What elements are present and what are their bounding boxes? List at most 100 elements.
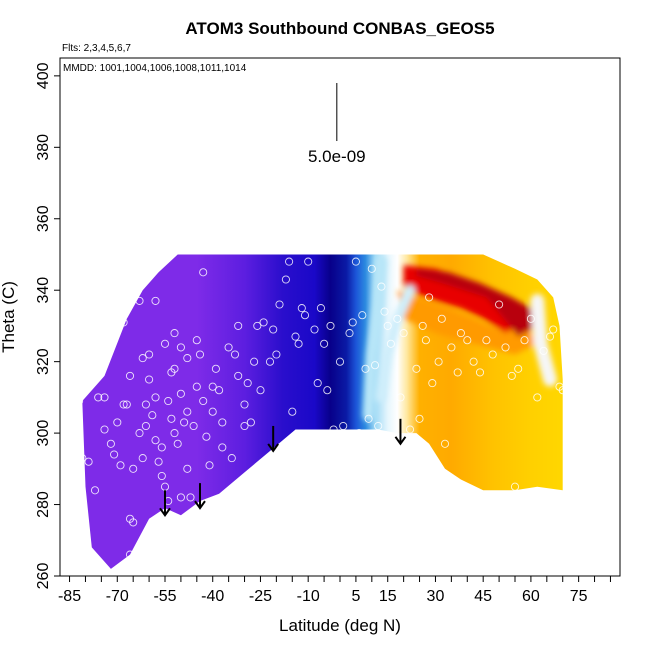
observation-point	[495, 300, 504, 309]
observation-point	[269, 325, 278, 334]
observation-point	[186, 493, 195, 502]
observation-point	[272, 350, 281, 359]
x-tick-label: -10	[297, 588, 320, 605]
observation-point	[281, 275, 290, 284]
observation-point	[208, 407, 217, 416]
observation-point	[304, 257, 313, 266]
observation-point	[119, 318, 128, 327]
observation-point	[230, 350, 240, 359]
observation-point	[151, 393, 160, 402]
observation-point	[119, 400, 128, 409]
observation-point	[100, 393, 109, 402]
observation-point	[100, 425, 109, 434]
x-tick-label: -25	[249, 588, 272, 605]
observation-point	[183, 464, 192, 473]
flights-label: Flts: 2,3,4,5,6,7	[62, 43, 131, 54]
observation-point	[297, 304, 306, 313]
observation-point	[421, 336, 430, 345]
observation-point	[122, 400, 131, 409]
observation-point	[351, 257, 360, 266]
observation-point	[208, 382, 217, 391]
observation-point	[316, 304, 325, 313]
observation-point	[151, 296, 160, 305]
observation-point	[320, 339, 329, 348]
observation-point	[68, 454, 77, 463]
dark-red-core	[416, 268, 538, 337]
observation-point	[501, 343, 510, 352]
observation-point	[224, 343, 233, 352]
observation-point	[234, 371, 243, 380]
observation-point	[218, 443, 227, 452]
observation-point	[192, 382, 201, 391]
observation-point	[294, 339, 303, 348]
y-tick-label: 300	[35, 420, 52, 447]
observation-point	[469, 357, 478, 366]
observation-point	[488, 350, 497, 359]
observation-point	[110, 450, 119, 459]
observation-point	[157, 443, 166, 452]
observation-point	[440, 439, 450, 448]
observation-point	[173, 439, 182, 448]
observation-point	[393, 314, 402, 323]
scale-bar: 5.0e-09	[308, 83, 366, 166]
observation-point	[195, 350, 205, 359]
light-streak-2	[530, 293, 557, 387]
observation-point	[135, 296, 144, 305]
observation-point	[75, 396, 84, 406]
observation-point	[380, 307, 389, 316]
observation-point	[129, 518, 138, 527]
observation-point	[329, 425, 338, 434]
observation-point	[215, 386, 224, 395]
y-tick-label: 400	[35, 62, 52, 89]
observation-point	[507, 371, 516, 380]
observation-point	[482, 336, 491, 345]
observation-point	[138, 354, 147, 363]
observation-point	[176, 493, 185, 502]
observation-point	[348, 318, 357, 327]
observation-point	[141, 400, 150, 409]
x-axis: -85 -70 -55 -40 -25 -10 5 15 30 45 60 75	[58, 575, 611, 605]
observation-point	[358, 311, 367, 320]
arrow-markers	[159, 418, 407, 517]
observation-point	[113, 418, 122, 427]
arrow-marker	[394, 418, 407, 446]
observation-point	[265, 357, 275, 366]
x-tick-label: 75	[570, 588, 588, 605]
observation-point	[533, 393, 542, 402]
x-tick-label: -40	[201, 588, 224, 605]
observation-point	[116, 461, 125, 470]
observation-point	[176, 389, 185, 398]
y-tick-label: 340	[35, 277, 52, 304]
observation-point	[291, 332, 300, 341]
x-tick-label: -85	[58, 588, 81, 605]
observation-point	[405, 425, 415, 434]
observation-point	[367, 264, 376, 273]
observation-point	[396, 393, 405, 402]
observation-point	[250, 357, 259, 366]
observation-point	[154, 457, 163, 466]
observation-point	[418, 321, 427, 330]
x-axis-label: Latitude (deg N)	[279, 616, 401, 635]
x-tick-label: 45	[474, 588, 492, 605]
observation-point	[335, 357, 345, 366]
chart-title: ATOM3 Southbound CONBAS_GEOS5	[185, 19, 494, 38]
observation-point	[227, 454, 236, 463]
observation-point	[386, 339, 395, 348]
observation-point	[545, 332, 555, 341]
observation-point	[412, 364, 421, 373]
observation-point	[428, 379, 437, 388]
observation-point	[164, 396, 173, 406]
x-tick-label: 60	[522, 588, 540, 605]
observation-point	[129, 464, 138, 473]
observation-point	[275, 300, 284, 309]
observation-point	[94, 393, 103, 402]
observation-point	[211, 364, 220, 373]
y-tick-label: 280	[35, 491, 52, 518]
observation-point	[205, 461, 214, 470]
observation-point	[148, 411, 157, 420]
observation-point	[539, 346, 548, 355]
observation-point	[199, 268, 208, 277]
